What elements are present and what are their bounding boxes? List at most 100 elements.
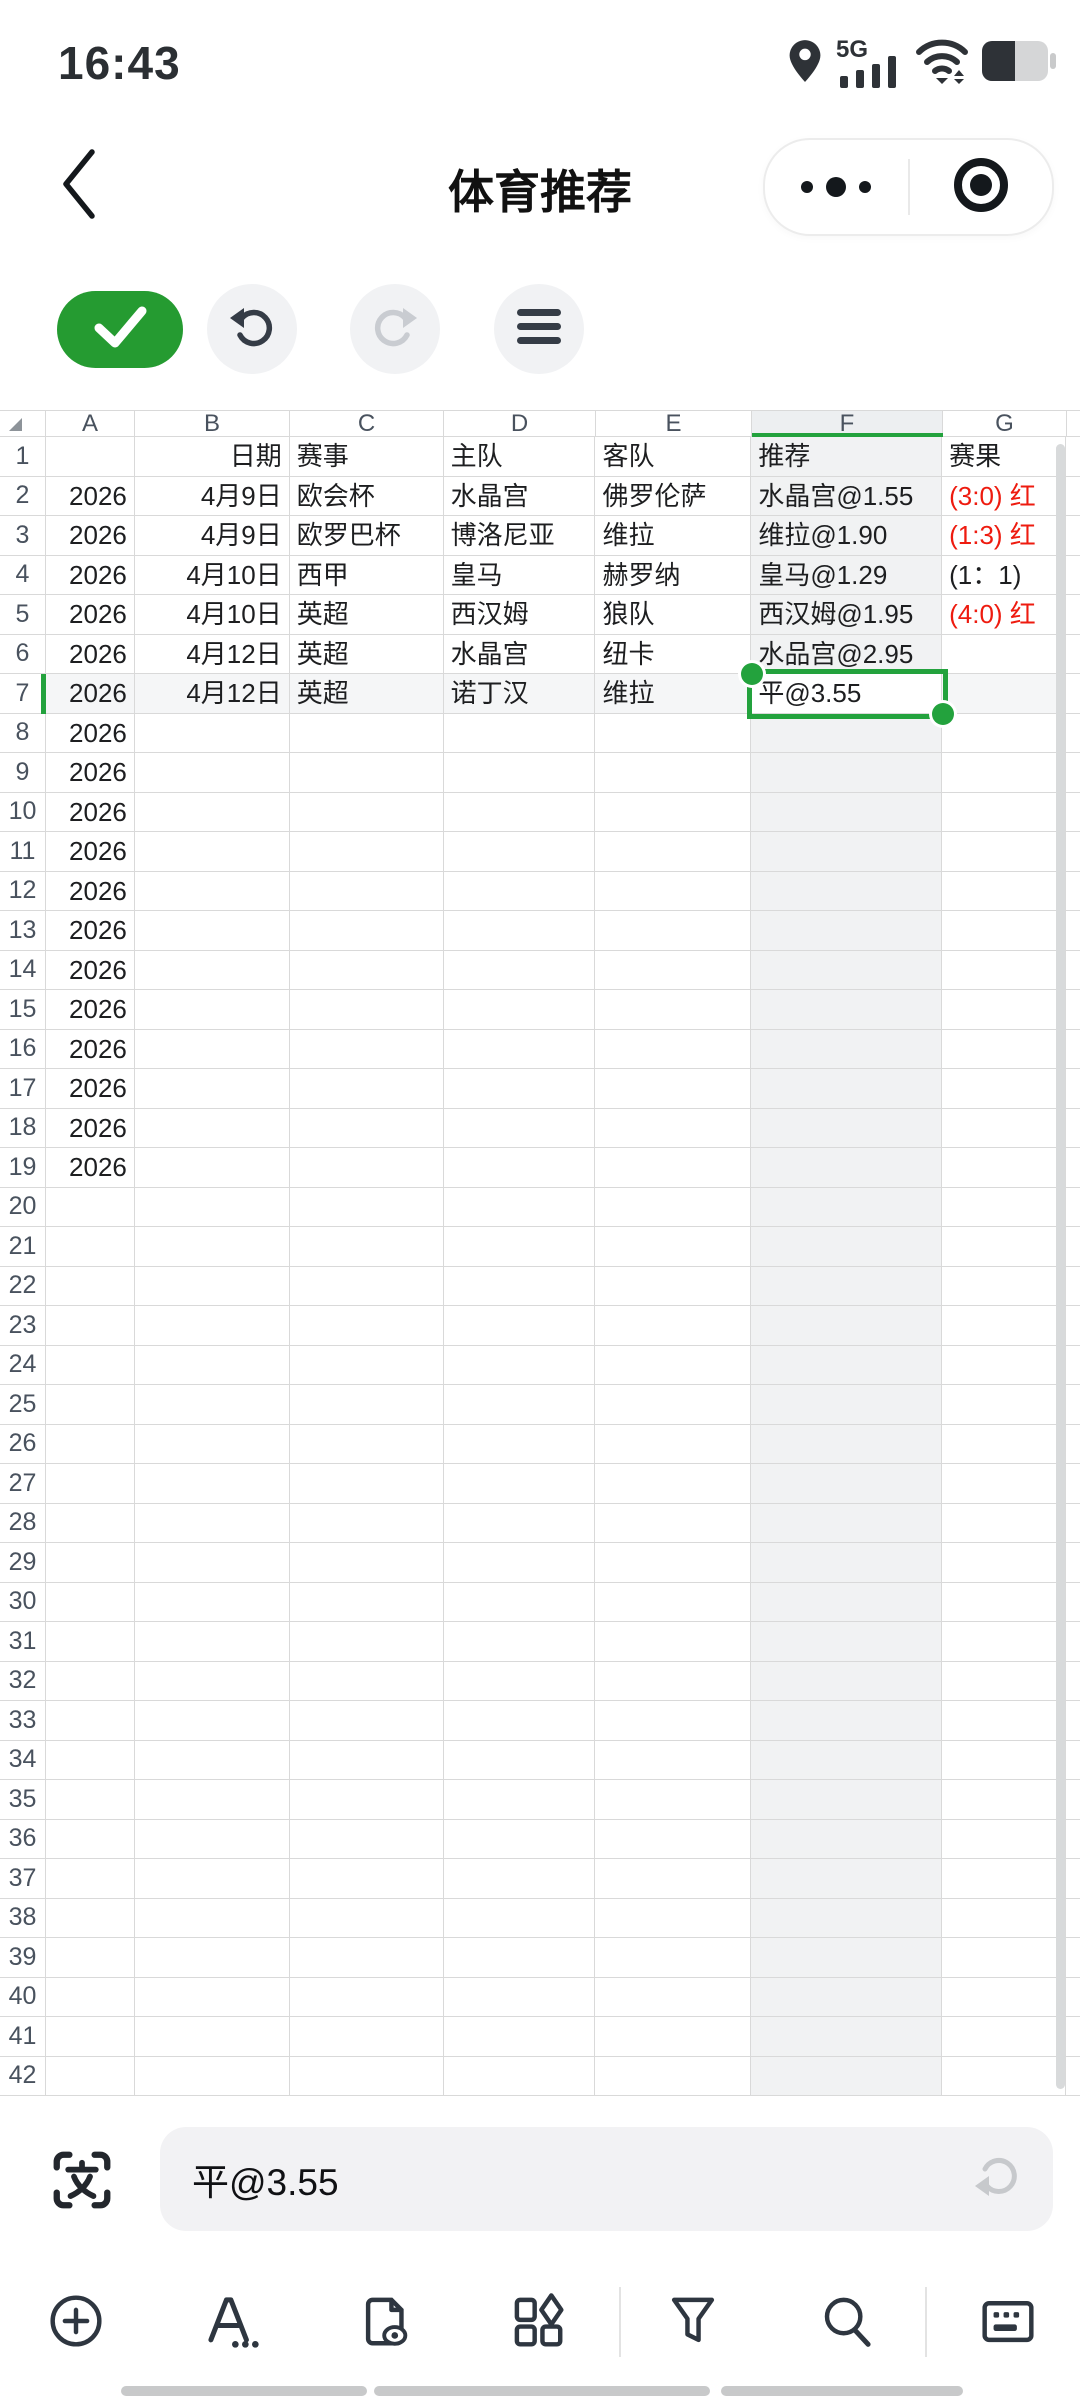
cell-A21[interactable] <box>45 1227 135 1267</box>
cell-D31[interactable] <box>443 1622 596 1662</box>
cell-E21[interactable] <box>595 1227 752 1267</box>
cell-E18[interactable] <box>595 1108 752 1148</box>
cell-E35[interactable] <box>595 1780 752 1820</box>
cell-E14[interactable] <box>595 950 752 990</box>
cell-D23[interactable] <box>443 1306 596 1346</box>
cell-C13[interactable] <box>289 911 444 951</box>
cell-G37[interactable] <box>942 1859 1067 1899</box>
cell-C21[interactable] <box>289 1227 444 1267</box>
confirm-button[interactable] <box>57 291 183 368</box>
cell-E11[interactable] <box>595 832 752 872</box>
row-header-26[interactable]: 26 <box>0 1424 46 1464</box>
cell-F13[interactable] <box>751 911 943 951</box>
cell-F27[interactable] <box>751 1464 943 1504</box>
redo-button[interactable] <box>350 284 440 374</box>
cell-F31[interactable] <box>751 1622 943 1662</box>
column-header-A[interactable]: A <box>46 410 135 437</box>
cell-G17[interactable] <box>942 1069 1067 1109</box>
more-button[interactable] <box>765 140 908 234</box>
cell-B28[interactable] <box>134 1503 290 1543</box>
cell-G14[interactable] <box>942 950 1067 990</box>
cell-E7[interactable]: 维拉 <box>595 674 752 714</box>
cell-C22[interactable] <box>289 1266 444 1306</box>
cell-C5[interactable]: 英超 <box>289 595 444 635</box>
row-header-19[interactable]: 19 <box>0 1148 46 1188</box>
cell-B36[interactable] <box>134 1819 290 1859</box>
cell-E1[interactable]: 客队 <box>595 437 752 477</box>
cell-E19[interactable] <box>595 1148 752 1188</box>
row-header-42[interactable]: 42 <box>0 2056 46 2096</box>
cell-B3[interactable]: 4月9日 <box>134 516 290 556</box>
cell-G27[interactable] <box>942 1464 1067 1504</box>
cell-B34[interactable] <box>134 1740 290 1780</box>
cell-B7[interactable]: 4月12日 <box>134 674 290 714</box>
cell-C6[interactable]: 英超 <box>289 634 444 674</box>
row-header-8[interactable]: 8 <box>0 713 46 753</box>
cell-D25[interactable] <box>443 1385 596 1425</box>
cell-G42[interactable] <box>942 2056 1067 2096</box>
return-button[interactable] <box>971 2153 1023 2205</box>
cell-D28[interactable] <box>443 1503 596 1543</box>
cell-G36[interactable] <box>942 1819 1067 1859</box>
cell-B17[interactable] <box>134 1069 290 1109</box>
cell-F41[interactable] <box>751 2017 943 2057</box>
cell-F29[interactable] <box>751 1543 943 1583</box>
cell-D40[interactable] <box>443 1977 596 2017</box>
shapes-button[interactable] <box>478 2283 598 2363</box>
cell-G25[interactable] <box>942 1385 1067 1425</box>
cell-F25[interactable] <box>751 1385 943 1425</box>
row-header-31[interactable]: 31 <box>0 1622 46 1662</box>
row-header-3[interactable]: 3 <box>0 516 46 556</box>
cell-F21[interactable] <box>751 1227 943 1267</box>
cell-B24[interactable] <box>134 1345 290 1385</box>
cell-F12[interactable] <box>751 871 943 911</box>
cell-G2[interactable]: (3:0) 红 <box>942 476 1067 516</box>
cell-G16[interactable] <box>942 1029 1067 1069</box>
row-header-22[interactable]: 22 <box>0 1266 46 1306</box>
cell-B6[interactable]: 4月12日 <box>134 634 290 674</box>
row-header-34[interactable]: 34 <box>0 1740 46 1780</box>
cell-G35[interactable] <box>942 1780 1067 1820</box>
cell-A39[interactable] <box>45 1938 135 1978</box>
insert-button[interactable] <box>16 2283 136 2363</box>
row-header-37[interactable]: 37 <box>0 1859 46 1899</box>
cell-B40[interactable] <box>134 1977 290 2017</box>
cell-D42[interactable] <box>443 2056 596 2096</box>
row-header-6[interactable]: 6 <box>0 634 46 674</box>
cell-A42[interactable] <box>45 2056 135 2096</box>
cell-B15[interactable] <box>134 990 290 1030</box>
cell-E28[interactable] <box>595 1503 752 1543</box>
cell-A32[interactable] <box>45 1661 135 1701</box>
cell-B41[interactable] <box>134 2017 290 2057</box>
row-header-36[interactable]: 36 <box>0 1819 46 1859</box>
cell-E3[interactable]: 维拉 <box>595 516 752 556</box>
cell-E34[interactable] <box>595 1740 752 1780</box>
row-header-4[interactable]: 4 <box>0 555 46 595</box>
filter-button[interactable] <box>633 2283 753 2363</box>
cell-D15[interactable] <box>443 990 596 1030</box>
cell-A12[interactable]: 2026 <box>45 871 135 911</box>
cell-E10[interactable] <box>595 792 752 832</box>
cell-B20[interactable] <box>134 1187 290 1227</box>
cell-A36[interactable] <box>45 1819 135 1859</box>
cell-D22[interactable] <box>443 1266 596 1306</box>
cell-F18[interactable] <box>751 1108 943 1148</box>
cell-F9[interactable] <box>751 753 943 793</box>
cell-E30[interactable] <box>595 1582 752 1622</box>
cell-B39[interactable] <box>134 1938 290 1978</box>
cell-D26[interactable] <box>443 1424 596 1464</box>
cell-F8[interactable] <box>751 713 943 753</box>
cell-C19[interactable] <box>289 1148 444 1188</box>
cell-B33[interactable] <box>134 1701 290 1741</box>
column-header-G[interactable]: G <box>943 410 1067 437</box>
row-header-29[interactable]: 29 <box>0 1543 46 1583</box>
cell-E15[interactable] <box>595 990 752 1030</box>
cell-E12[interactable] <box>595 871 752 911</box>
cell-D11[interactable] <box>443 832 596 872</box>
cell-A34[interactable] <box>45 1740 135 1780</box>
cell-C41[interactable] <box>289 2017 444 2057</box>
cell-G24[interactable] <box>942 1345 1067 1385</box>
cell-E41[interactable] <box>595 2017 752 2057</box>
cell-C37[interactable] <box>289 1859 444 1899</box>
cell-B30[interactable] <box>134 1582 290 1622</box>
